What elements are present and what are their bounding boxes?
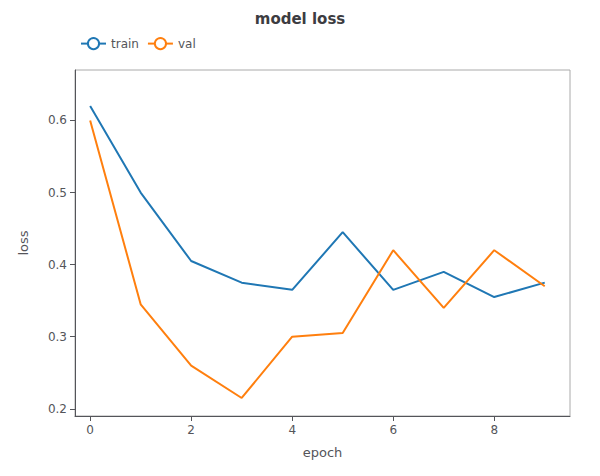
svg-text:8: 8 (490, 423, 498, 437)
svg-text:6: 6 (389, 423, 397, 437)
svg-text:4: 4 (288, 423, 296, 437)
svg-text:0.6: 0.6 (48, 113, 67, 127)
svg-text:0.5: 0.5 (48, 186, 67, 200)
svg-text:0.3: 0.3 (48, 330, 67, 344)
svg-text:0.2: 0.2 (48, 402, 67, 416)
svg-text:0.4: 0.4 (48, 258, 67, 272)
svg-text:0: 0 (86, 423, 94, 437)
svg-text:loss: loss (16, 230, 31, 255)
svg-text:val: val (178, 37, 196, 51)
svg-text:model loss: model loss (255, 10, 346, 28)
svg-text:epoch: epoch (303, 445, 343, 460)
svg-text:2: 2 (187, 423, 195, 437)
svg-text:train: train (111, 37, 139, 51)
